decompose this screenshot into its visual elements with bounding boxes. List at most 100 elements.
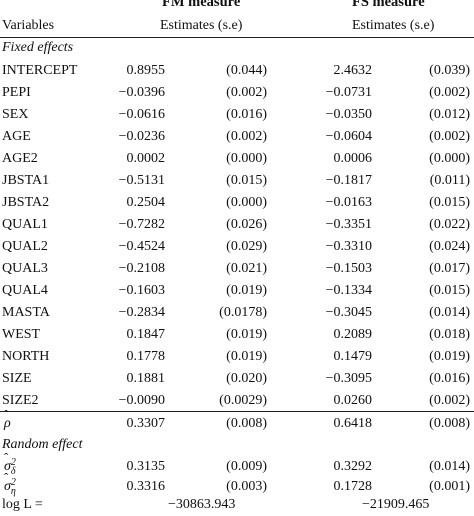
- fs-se: (0.039): [429, 63, 470, 78]
- superscript: 2: [10, 477, 16, 488]
- variable-name: QUAL2: [2, 239, 48, 254]
- fm-estimate: −0.1603: [118, 283, 165, 298]
- variable-name: SIZE: [2, 371, 32, 386]
- fs-estimate: −0.0604: [325, 129, 372, 144]
- fs-estimate: −0.3310: [325, 239, 372, 254]
- fm-se: (0.020): [226, 371, 267, 386]
- fs-se: (0.014): [429, 459, 470, 474]
- fm-estimate: 0.3316: [126, 479, 166, 494]
- fs-se: (0.017): [429, 261, 470, 276]
- variable-name: JBSTA2: [2, 195, 50, 210]
- fs-se: (0.001): [429, 479, 470, 494]
- fs-estimate: −0.3045: [325, 305, 372, 320]
- table-row: JBSTA2 0.2504 (0.000) −0.0163 (0.015): [0, 192, 474, 214]
- fs-se: (0.011): [429, 173, 470, 188]
- hat-mark: ˆ: [4, 470, 9, 485]
- fm-estimate: −0.0396: [118, 85, 165, 100]
- rho-symbol: ˆ ρ: [4, 407, 11, 432]
- table-row: SIZE 0.1881 (0.020) −0.3095 (0.016): [0, 368, 474, 390]
- fs-se: (0.002): [429, 393, 470, 408]
- fixed-effects-rule: [0, 411, 474, 412]
- fm-subheader: Estimates (s.e): [160, 18, 243, 33]
- table-row: JBSTA1 −0.5131 (0.015) −0.1817 (0.011): [0, 170, 474, 192]
- fm-se: (0.0178): [219, 305, 267, 320]
- superscript: 2: [10, 457, 16, 468]
- fm-estimate: −0.0236: [118, 129, 165, 144]
- fm-se: (0.019): [226, 283, 267, 298]
- fs-estimate: 0.0260: [333, 393, 373, 408]
- table-row: AGE −0.0236 (0.002) −0.0604 (0.002): [0, 126, 474, 148]
- fm-estimate: −0.0090: [118, 393, 165, 408]
- fs-estimate: 0.3292: [333, 459, 373, 474]
- fm-estimate: 0.1778: [126, 349, 166, 364]
- fs-se: (0.022): [429, 217, 470, 232]
- fs-estimate: 0.2089: [333, 327, 373, 342]
- fm-estimate: 0.1881: [126, 371, 166, 386]
- table-row: SEX −0.0616 (0.016) −0.0350 (0.012): [0, 104, 474, 126]
- table-row: QUAL1 −0.7282 (0.026) −0.3351 (0.022): [0, 214, 474, 236]
- subscript: η: [10, 486, 16, 497]
- fs-estimate: 0.1479: [333, 349, 373, 364]
- fs-estimate: −0.1503: [325, 261, 372, 276]
- fm-estimate: −0.7282: [118, 217, 165, 232]
- table-row: PEPI −0.0396 (0.002) −0.0731 (0.002): [0, 82, 474, 104]
- fm-se: (0.016): [226, 107, 267, 122]
- variable-name: AGE: [2, 129, 31, 144]
- fm-estimate: 0.2504: [126, 195, 166, 210]
- variable-name: QUAL3: [2, 261, 48, 276]
- variable-name: PEPI: [2, 85, 31, 100]
- fm-se: (0.002): [226, 129, 267, 144]
- table-row: QUAL3 −0.2108 (0.021) −0.1503 (0.017): [0, 258, 474, 280]
- fs-estimate: −0.0163: [325, 195, 372, 210]
- fm-estimate: −0.2834: [118, 305, 165, 320]
- table-row: NORTH 0.1778 (0.019) 0.1479 (0.019): [0, 346, 474, 368]
- rho-label: ρ: [4, 416, 11, 431]
- sigma-label: σ: [4, 459, 11, 475]
- fm-estimate: −0.5131: [118, 173, 165, 188]
- random-effect-label: Random effect: [2, 437, 83, 452]
- fs-se: (0.024): [429, 239, 470, 254]
- fs-estimate: 2.4632: [333, 63, 373, 78]
- fs-se: (0.002): [429, 85, 470, 100]
- fm-se: (0.015): [226, 173, 267, 188]
- variable-name: NORTH: [2, 349, 50, 364]
- table-row: QUAL4 −0.1603 (0.019) −0.1334 (0.015): [0, 280, 474, 302]
- fm-estimate: 0.0002: [126, 151, 166, 166]
- fs-se: (0.008): [429, 416, 470, 431]
- fm-se: (0.0029): [219, 393, 267, 408]
- fixed-effects-label: Fixed effects: [2, 40, 74, 55]
- variable-name: SEX: [2, 107, 29, 122]
- fs-se: (0.015): [429, 195, 470, 210]
- fs-se: (0.015): [429, 283, 470, 298]
- fs-se: (0.000): [429, 151, 470, 166]
- fm-se: (0.019): [226, 349, 267, 364]
- fm-estimate: −0.4524: [118, 239, 165, 254]
- fs-loglik: −21909.465: [362, 497, 430, 512]
- variable-name: AGE2: [2, 151, 38, 166]
- fm-se: (0.026): [226, 217, 267, 232]
- fm-se: (0.000): [226, 151, 267, 166]
- fs-estimate: −0.1334: [325, 283, 372, 298]
- fm-estimate: −0.2108: [118, 261, 165, 276]
- fm-estimate: 0.3135: [126, 459, 166, 474]
- subscript: δ: [10, 466, 16, 477]
- table-row: WEST 0.1847 (0.019) 0.2089 (0.018): [0, 324, 474, 346]
- table-row: QUAL2 −0.4524 (0.029) −0.3310 (0.024): [0, 236, 474, 258]
- table-row: AGE2 0.0002 (0.000) 0.0006 (0.000): [0, 148, 474, 170]
- fm-se: (0.021): [226, 261, 267, 276]
- fs-se: (0.014): [429, 305, 470, 320]
- variable-name: MASTA: [2, 305, 50, 320]
- fm-se: (0.019): [226, 327, 267, 342]
- fm-se: (0.008): [226, 416, 267, 431]
- variable-name: INTERCEPT: [2, 63, 78, 78]
- fs-se: (0.002): [429, 129, 470, 144]
- fs-estimate: 0.0006: [333, 151, 373, 166]
- fm-estimate: 0.1847: [126, 327, 166, 342]
- fs-estimate: −0.3095: [325, 371, 372, 386]
- variable-name: QUAL4: [2, 283, 48, 298]
- fs-estimate: −0.0731: [325, 85, 372, 100]
